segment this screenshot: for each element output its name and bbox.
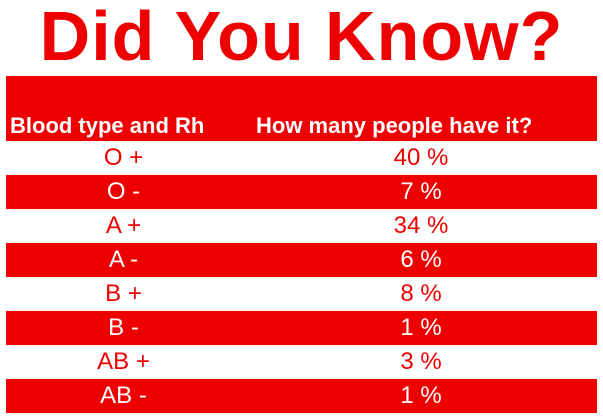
blood-type-cell: O - xyxy=(106,178,141,205)
share-cell: 34 % xyxy=(393,212,449,239)
table-row: O + 40 % xyxy=(6,141,597,175)
table-row: A + 34 % xyxy=(6,209,597,243)
blood-type-table: Blood type and Rh How many people have i… xyxy=(6,76,597,413)
share-cell: 8 % xyxy=(400,280,442,307)
share-cell: 7 % xyxy=(400,178,442,205)
share-cell: 1 % xyxy=(400,314,442,341)
table-row: A - 6 % xyxy=(6,243,597,277)
blood-type-cell: O + xyxy=(103,144,144,171)
blood-type-cell: A - xyxy=(108,246,139,273)
table-header: Blood type and Rh How many people have i… xyxy=(6,76,597,141)
page-title: Did You Know? xyxy=(39,0,564,75)
blood-type-cell: B + xyxy=(105,280,142,307)
blood-type-cell: AB - xyxy=(100,382,147,409)
blood-type-cell: B - xyxy=(108,314,139,341)
table-row: B + 8 % xyxy=(6,277,597,311)
table-row: AB - 1 % xyxy=(6,379,597,413)
share-cell: 40 % xyxy=(393,144,449,171)
share-cell: 6 % xyxy=(400,246,442,273)
header-blood-type: Blood type and Rh xyxy=(10,113,205,138)
table-row: B - 1 % xyxy=(6,311,597,345)
blood-type-cell: A + xyxy=(105,212,142,239)
header-how-many: How many people have it? xyxy=(256,113,533,138)
table-row: O - 7 % xyxy=(6,175,597,209)
share-cell: 1 % xyxy=(400,382,442,409)
share-cell: 3 % xyxy=(400,348,442,375)
table-row: AB + 3 % xyxy=(6,345,597,379)
blood-type-cell: AB + xyxy=(97,348,150,375)
